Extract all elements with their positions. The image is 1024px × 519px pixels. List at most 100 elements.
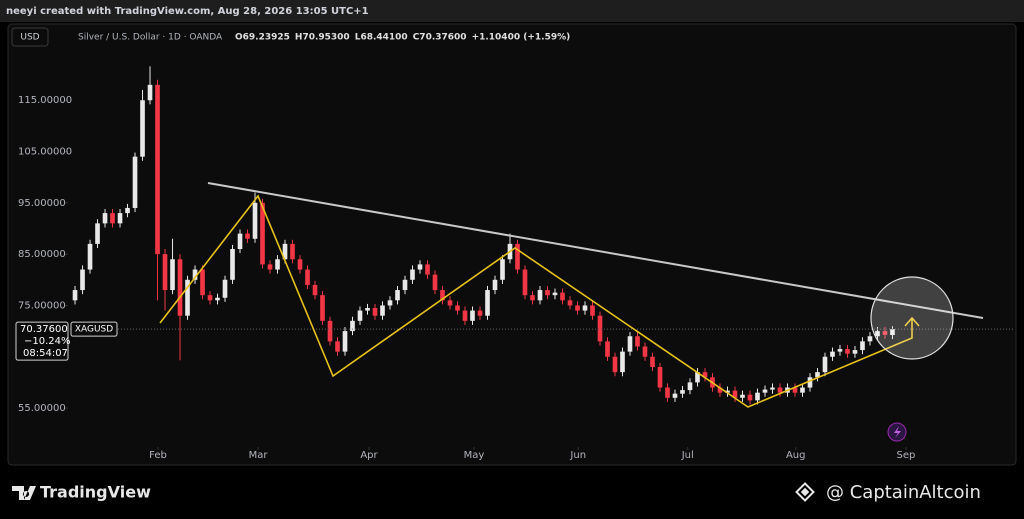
candle-body bbox=[447, 300, 453, 306]
candle-body bbox=[260, 202, 265, 265]
currency-button[interactable] bbox=[11, 27, 49, 47]
ohlc-value: L68.44100 bbox=[355, 33, 408, 43]
candle-body bbox=[335, 341, 340, 352]
zigzag-annotation bbox=[159, 194, 913, 408]
candle-body bbox=[492, 279, 498, 291]
candle-body bbox=[522, 269, 528, 296]
price-tag-price: 70.37600 bbox=[20, 324, 68, 335]
candle-body bbox=[717, 387, 723, 393]
candle-body bbox=[777, 387, 783, 393]
candle-body bbox=[755, 392, 760, 401]
candle-body bbox=[282, 243, 288, 260]
candle-body bbox=[650, 356, 655, 368]
change-value: +1.10400 (+1.59%) bbox=[472, 33, 571, 43]
watermark-icon bbox=[795, 482, 815, 502]
candle-body bbox=[485, 290, 490, 316]
candle-body bbox=[590, 305, 595, 316]
candle-body bbox=[642, 346, 648, 357]
candle-body bbox=[845, 349, 850, 354]
candle-body bbox=[312, 284, 318, 296]
x-tick-label: Jul bbox=[681, 450, 694, 461]
candle-body bbox=[305, 269, 310, 285]
candle-body bbox=[102, 213, 108, 224]
candle-body bbox=[267, 264, 273, 270]
candle-body bbox=[297, 259, 303, 270]
candle-body bbox=[222, 279, 228, 298]
symbol-tag: XAGUSD bbox=[75, 325, 113, 335]
candle-body bbox=[95, 223, 100, 244]
candle-body bbox=[87, 243, 93, 270]
candle-body bbox=[237, 233, 243, 250]
candle-body bbox=[147, 84, 153, 101]
candle-body bbox=[462, 310, 468, 321]
candle-body bbox=[410, 269, 415, 280]
x-tick-label: Mar bbox=[249, 450, 269, 461]
candle-body bbox=[432, 274, 438, 291]
candle-body bbox=[327, 320, 333, 342]
candle-body bbox=[695, 372, 700, 383]
ohlc-value: H70.95300 bbox=[295, 33, 350, 43]
candle-body bbox=[132, 156, 138, 208]
candle-body bbox=[807, 377, 813, 388]
candle-body bbox=[627, 336, 633, 352]
candle-body bbox=[657, 367, 663, 388]
candle-body bbox=[162, 254, 168, 291]
ohlc-value: O69.23925 bbox=[235, 33, 290, 43]
candle-body bbox=[215, 297, 220, 301]
x-tick-label: Apr bbox=[360, 450, 378, 461]
y-tick-label: 95.00000 bbox=[18, 198, 66, 209]
price-tag: 70.37600−10.24%08:54:07 XAGUSD bbox=[15, 321, 118, 361]
candle-body bbox=[192, 269, 198, 280]
candle-body bbox=[395, 290, 400, 301]
candle-body bbox=[732, 390, 738, 398]
candle-body bbox=[320, 295, 325, 321]
candle-body bbox=[822, 356, 828, 373]
candle-body bbox=[177, 259, 183, 316]
candle-body bbox=[230, 249, 235, 280]
currency-label[interactable]: USD bbox=[20, 33, 39, 43]
plot: 55.00000 75.00000 85.00000 95.00000 105.0000… bbox=[18, 66, 1014, 461]
candle-body bbox=[762, 389, 768, 393]
candle-body bbox=[575, 305, 580, 311]
header-bar bbox=[0, 0, 1024, 22]
candle-body bbox=[200, 269, 205, 296]
candle-body bbox=[110, 213, 115, 224]
candle-body bbox=[725, 390, 730, 393]
watermark: @ CaptainAltcoin bbox=[826, 482, 981, 503]
candle-body bbox=[890, 329, 895, 336]
candle-body bbox=[620, 351, 625, 373]
candle-body bbox=[500, 259, 505, 280]
candle-body bbox=[815, 372, 820, 378]
y-tick-label: 75.00000 bbox=[18, 300, 66, 311]
candle-body bbox=[747, 394, 753, 401]
candle-body bbox=[792, 387, 798, 393]
candle-body bbox=[245, 233, 250, 239]
candle-body bbox=[417, 264, 423, 270]
candle-body bbox=[185, 279, 190, 316]
tv-logo-icon bbox=[12, 486, 36, 500]
candle-body bbox=[860, 341, 865, 351]
candle-body bbox=[552, 292, 558, 296]
candle-body bbox=[477, 310, 483, 316]
candle-body bbox=[365, 308, 370, 311]
candle-body bbox=[170, 259, 175, 291]
y-tick-label: 85.00000 bbox=[18, 249, 66, 260]
x-tick-label: Jun bbox=[569, 450, 586, 461]
candle-body bbox=[740, 394, 745, 398]
candle-body bbox=[440, 290, 445, 301]
candle-body bbox=[372, 308, 378, 316]
candle-body bbox=[155, 84, 160, 255]
candle-body bbox=[837, 349, 843, 352]
symbol-tag-box bbox=[70, 321, 118, 337]
candle-body bbox=[687, 382, 693, 391]
candle-body bbox=[597, 315, 603, 342]
x-tick-label: Sep bbox=[897, 450, 916, 461]
candle-body bbox=[342, 331, 348, 352]
candle-body bbox=[455, 305, 460, 311]
lightning bbox=[894, 426, 901, 438]
candle-body bbox=[72, 290, 78, 301]
candle-body bbox=[537, 290, 543, 301]
candle-body bbox=[867, 336, 873, 342]
candle-body bbox=[380, 305, 385, 316]
